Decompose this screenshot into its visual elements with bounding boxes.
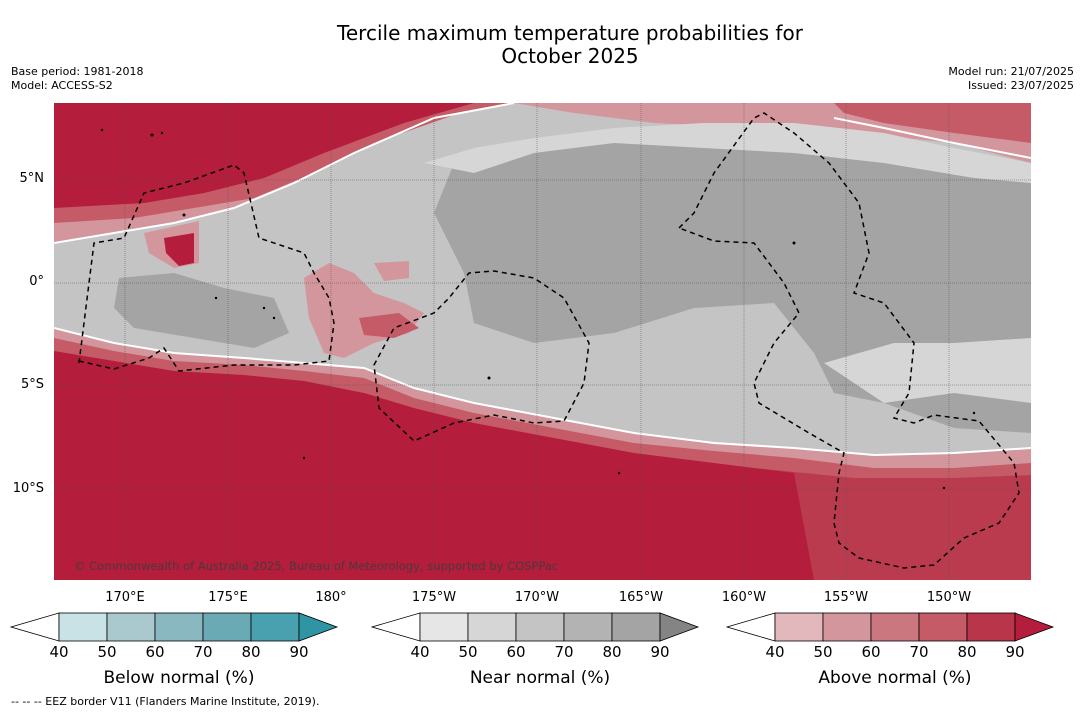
colorbar-segment (774, 612, 824, 642)
tick: 50 (458, 643, 478, 661)
tick: 70 (193, 643, 213, 661)
graticule (54, 103, 1031, 580)
eez-footnote: -- -- -- EEZ border V11 (Flanders Marine… (11, 695, 320, 708)
eez-borders (78, 112, 1020, 569)
contour-northeast (833, 117, 1031, 159)
central-near-50 (424, 123, 1031, 183)
colorbar-segment (58, 612, 108, 642)
meta-left: Base period: 1981-2018 Model: ACCESS-S2 (11, 65, 143, 93)
colorbar-segment (419, 612, 469, 642)
tick: 40 (49, 643, 69, 661)
colorbar-near-normal (371, 612, 700, 642)
tick: 40 (765, 643, 785, 661)
northeast-above-70 (834, 103, 1031, 143)
probability-map: © Commonwealth of Australia 2025, Bureau… (54, 103, 1031, 580)
colorbar-segment (467, 612, 517, 642)
east-near-50 (824, 338, 1031, 403)
colorbar-max-extension (1014, 612, 1055, 642)
lon-label-175e: 175°E (208, 590, 248, 605)
lat-label-10s: 10°S (12, 481, 44, 496)
contour-north (54, 103, 515, 244)
colorbar-segment (250, 612, 300, 642)
colorbar-segment (611, 612, 661, 642)
tick: 70 (909, 643, 929, 661)
colorbar-title-below: Below normal (%) (103, 668, 255, 688)
model-run: Model run: 21/07/2025 (948, 65, 1074, 78)
colorbar-max-extension (298, 612, 339, 642)
lat-label-5n: 5°N (19, 171, 45, 186)
meta-right: Model run: 21/07/2025 Issued: 23/07/2025 (948, 65, 1074, 93)
lat-label-0: 0° (29, 274, 44, 289)
central-above-50-small (374, 261, 409, 281)
colorbar-segment (563, 612, 613, 642)
central-above-70 (359, 313, 419, 338)
copyright-text: © Commonwealth of Australia 2025, Bureau… (74, 559, 558, 573)
colorbar-min-extension (371, 612, 421, 642)
issued-date: Issued: 23/07/2025 (967, 79, 1074, 92)
lon-label-175w: 175°W (411, 590, 457, 605)
colorbar-title-near: Near normal (%) (469, 668, 611, 688)
tick: 80 (602, 643, 622, 661)
lon-label-160w: 160°W (721, 590, 767, 605)
colorbar-min-extension (10, 612, 60, 642)
colorbar-segment (154, 612, 204, 642)
tick: 60 (506, 643, 526, 661)
title-line-2: October 2025 (501, 44, 639, 68)
tick: 90 (289, 643, 309, 661)
colorbar-min-extension (726, 612, 776, 642)
tick: 50 (97, 643, 117, 661)
lon-label-155w: 155°W (823, 590, 869, 605)
colorbar-segment (106, 612, 156, 642)
contour-south (54, 327, 1031, 457)
model-name: Model: ACCESS-S2 (11, 79, 113, 92)
base-period: Base period: 1981-2018 (11, 65, 144, 78)
chart-title: Tercile maximum temperature probabilitie… (0, 22, 1085, 68)
lon-label-165w: 165°W (618, 590, 664, 605)
colorbar-segment (918, 612, 968, 642)
title-line-1: Tercile maximum temperature probabilitie… (337, 21, 803, 45)
colorbar-segment (515, 612, 565, 642)
colorbar-above-normal (726, 612, 1055, 642)
colorbar-segment (966, 612, 1016, 642)
colorbar-segment (202, 612, 252, 642)
tick: 60 (861, 643, 881, 661)
dateline-warm-core (164, 233, 194, 266)
tick: 40 (410, 643, 430, 661)
lat-label-5s: 5°S (20, 377, 44, 392)
lon-label-180: 180° (315, 590, 347, 605)
colorbar-title-above: Above normal (%) (818, 668, 972, 688)
tick: 80 (957, 643, 977, 661)
colorbar-below-normal (10, 612, 339, 642)
colorbar-segment (822, 612, 872, 642)
tick: 80 (241, 643, 261, 661)
tick: 50 (813, 643, 833, 661)
colorbar-max-extension (659, 612, 700, 642)
lon-label-170e: 170°E (105, 590, 145, 605)
lon-label-150w: 150°W (926, 590, 972, 605)
islands (100, 128, 976, 490)
north-above-90 (54, 103, 474, 208)
tick: 90 (650, 643, 670, 661)
lon-label-170w: 170°W (514, 590, 560, 605)
tick: 70 (554, 643, 574, 661)
tick: 90 (1005, 643, 1025, 661)
colorbar-segment (870, 612, 920, 642)
west-near-70 (114, 273, 289, 348)
tick: 60 (145, 643, 165, 661)
